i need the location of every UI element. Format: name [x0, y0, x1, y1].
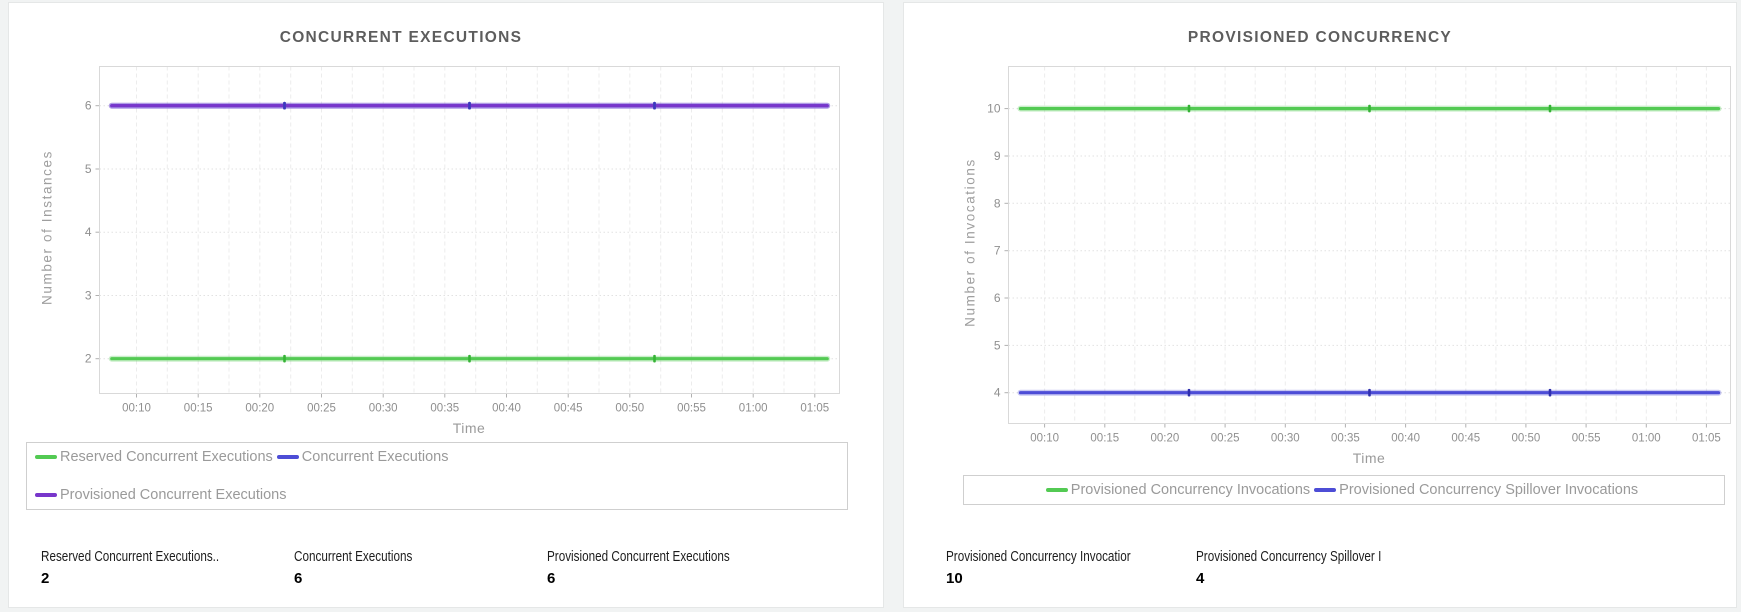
legend-item-label: Reserved Concurrent Executions [60, 449, 273, 465]
y-tick-label: 6 [85, 99, 92, 113]
plot-border [1008, 66, 1731, 424]
series-marker [468, 354, 471, 363]
y-tick-label: 4 [994, 386, 1001, 400]
x-tick-label: 00:35 [430, 403, 459, 415]
series-marker [468, 101, 471, 110]
y-tick-label: 5 [85, 162, 92, 176]
x-tick-label: 00:30 [369, 403, 398, 415]
chart-svg: 4 5 6 7 8 9 10 00:10 00:15 00:20 00:25 00:30 00:35 00… [987, 66, 1731, 445]
chart-title: PROVISIONED CONCURRENCY [1187, 29, 1453, 46]
x-tick-label: 00:10 [1030, 433, 1059, 445]
chart-title: CONCURRENT EXECUTIONS [279, 29, 523, 46]
stats-row: Reserved Concurrent Executions.. 2 Concurr… [41, 548, 800, 587]
legend-swatch-icon [1045, 488, 1068, 492]
concurrent-executions-card: CONCURRENT EXECUTIONS Number of Instance… [8, 2, 884, 608]
provisioned-concurrency-card: PROVISIONED CONCURRENCY Number of Invoca… [903, 2, 1737, 608]
x-tick-label: 00:50 [615, 403, 644, 415]
series-marker [1187, 388, 1191, 397]
x-tick-label: 00:20 [1151, 433, 1180, 445]
legend: Reserved Concurrent Executions Concurrent… [26, 442, 848, 510]
stat-value: 2 [41, 570, 50, 587]
series-marker [283, 101, 286, 110]
stat-value: 4 [1196, 570, 1205, 587]
x-tick-label: 00:35 [1331, 433, 1360, 445]
y-tick-label: 10 [987, 102, 1001, 116]
legend-item-label: Concurrent Executions [301, 449, 449, 465]
plot-area[interactable]: 2 3 4 5 6 00:10 00:15 00:20 00:25 00:30 00:35 00:40… [49, 58, 851, 434]
legend-item-label: Provisioned Concurrency Invocations [1070, 482, 1311, 498]
stat-label: Provisioned Concurrency Spillover I [1196, 548, 1382, 565]
x-tick-label: 00:30 [1271, 433, 1300, 445]
legend-swatch-icon [1314, 488, 1337, 492]
x-tick-label: 00:45 [1451, 433, 1480, 445]
x-tick-label: 00:20 [245, 403, 274, 415]
series-marker [1368, 104, 1371, 113]
series-marker [1548, 388, 1552, 397]
stat-label: Provisioned Concurrent Executions [547, 548, 730, 565]
stat-label: Provisioned Concurrency Invocatior [946, 548, 1131, 565]
y-tick-label: 7 [994, 244, 1001, 258]
x-tick-label: 00:15 [1090, 433, 1119, 445]
legend-swatch-icon [35, 493, 57, 497]
x-tick-label: 01:05 [800, 403, 829, 415]
series-marker [283, 354, 286, 363]
plot-border [99, 66, 840, 394]
y-tick-label: 6 [994, 291, 1001, 305]
y-tick-label: 8 [994, 196, 1001, 210]
plot-area[interactable]: 4 5 6 7 8 9 10 00:10 00:15 00:20 00:25 00:30 00:35 00… [958, 58, 1741, 464]
legend-item[interactable]: Provisioned Concurrency Invocations [1045, 482, 1311, 498]
stat-value: 6 [294, 570, 303, 587]
legend-item[interactable]: Concurrent Executions [276, 449, 449, 465]
stat-item: Provisioned Concurrency Spillover I 4 [1196, 548, 1446, 587]
y-tick-label: 2 [85, 352, 92, 366]
stat-item: Provisioned Concurrent Executions 6 [547, 548, 800, 587]
y-tick-label: 4 [85, 225, 92, 239]
x-tick-label: 00:40 [492, 403, 521, 415]
stat-value: 6 [547, 570, 556, 587]
stats-row: Provisioned Concurrency Invocatior 10 Prov… [946, 548, 1446, 587]
stat-value: 10 [946, 570, 963, 587]
x-tick-label: 00:25 [307, 403, 336, 415]
x-tick-label: 00:10 [122, 403, 151, 415]
x-tick-label: 01:00 [739, 403, 768, 415]
stat-item: Provisioned Concurrency Invocatior 10 [946, 548, 1196, 587]
series-marker [653, 354, 656, 363]
x-tick-label: 01:00 [1632, 433, 1661, 445]
x-tick-label: 00:55 [1572, 433, 1601, 445]
series-marker [1368, 388, 1371, 397]
x-tick-label: 00:50 [1512, 433, 1541, 445]
x-tick-label: 00:40 [1391, 433, 1420, 445]
x-tick-label: 00:15 [184, 403, 213, 415]
legend: Provisioned Concurrency Invocations Provi… [963, 475, 1725, 505]
y-tick-label: 9 [994, 149, 1001, 163]
legend-swatch-icon [35, 455, 57, 459]
legend-item[interactable]: Provisioned Concurrency Spillover Invoca… [1314, 482, 1638, 498]
x-tick-label: 00:55 [677, 403, 706, 415]
legend-item[interactable]: Reserved Concurrent Executions [35, 449, 273, 465]
stat-label: Concurrent Executions [294, 548, 413, 565]
x-tick-label: 00:25 [1211, 433, 1240, 445]
x-tick-label: 00:45 [554, 403, 583, 415]
stat-item: Concurrent Executions 6 [294, 548, 547, 587]
chart-svg: 2 3 4 5 6 00:10 00:15 00:20 00:25 00:30 00:35 00:40… [85, 66, 840, 415]
series-marker [1548, 104, 1552, 113]
legend-swatch-icon [276, 455, 299, 459]
legend-item-label: Provisioned Concurrent Executions [60, 487, 287, 503]
legend-item-label: Provisioned Concurrency Spillover Invoca… [1339, 482, 1639, 498]
stat-label: Reserved Concurrent Executions.. [41, 548, 220, 565]
series-marker [653, 101, 656, 110]
y-tick-label: 3 [85, 289, 92, 303]
legend-item[interactable]: Provisioned Concurrent Executions [35, 487, 286, 503]
x-axis-label: Time [452, 420, 486, 436]
series-marker [1187, 104, 1191, 113]
x-axis-label: Time [1352, 450, 1386, 466]
stat-item: Reserved Concurrent Executions.. 2 [41, 548, 294, 587]
x-tick-label: 01:05 [1692, 433, 1721, 445]
y-tick-label: 5 [994, 338, 1001, 352]
